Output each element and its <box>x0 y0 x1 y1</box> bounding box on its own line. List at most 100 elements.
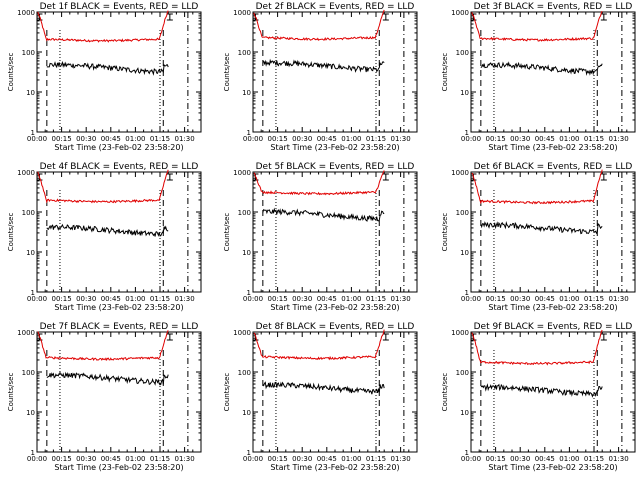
chart-panel-2: Det 2f BLACK = Events, RED = LLD Counts/s… <box>223 2 418 152</box>
x-tick-label: 00:15 <box>268 455 288 463</box>
y-tick-label: 1000 <box>17 329 35 337</box>
chart-panel-5: Det 5f BLACK = Events, RED = LLD Counts/s… <box>223 162 418 312</box>
panel-title: Det 2f BLACK = Events, RED = LLD <box>256 2 415 12</box>
x-tick-label: 00:30 <box>76 135 96 143</box>
lld-series-line <box>253 170 385 196</box>
y-tick-label: 1 <box>465 449 469 457</box>
plot-frame <box>252 331 418 453</box>
x-tick-label: 01:30 <box>175 135 195 143</box>
panel-title: Det 7f BLACK = Events, RED = LLD <box>40 322 199 332</box>
x-tick-label: 00:15 <box>52 295 72 303</box>
x-tick-label: 00:00 <box>27 295 47 303</box>
events-series-line <box>480 220 603 235</box>
x-axis-label: Start Time (23-Feb-02 23:58:20) <box>54 463 183 472</box>
chart-panel-1: Det 1f BLACK = Events, RED = LLD Counts/s… <box>7 2 202 152</box>
y-tick-label: 1 <box>31 289 35 297</box>
x-tick-label: 00:00 <box>243 455 263 463</box>
chart-panel-6: Det 6f BLACK = Events, RED = LLD Counts/s… <box>441 162 636 312</box>
plot-frame <box>470 11 636 133</box>
bracket-marker <box>382 333 389 341</box>
x-tick-label: 00:15 <box>52 455 72 463</box>
y-axis-label: Counts/sec <box>223 213 231 252</box>
y-tick-label: 100 <box>22 49 35 57</box>
chart-panel-9: Det 9f BLACK = Events, RED = LLD Counts/s… <box>441 322 636 472</box>
x-tick-label: 01:30 <box>175 295 195 303</box>
y-tick-label: 100 <box>22 209 35 217</box>
x-tick-label: 01:00 <box>341 295 361 303</box>
y-tick-label: 100 <box>456 369 469 377</box>
y-tick-label: 100 <box>238 369 251 377</box>
y-axis-label: Counts/sec <box>441 213 449 252</box>
y-tick-label: 10 <box>26 409 35 417</box>
events-series-line <box>480 61 603 76</box>
x-tick-label: 01:15 <box>150 455 170 463</box>
y-tick-label: 1 <box>465 289 469 297</box>
x-axis-label: Start Time (23-Feb-02 23:58:20) <box>54 303 183 312</box>
x-tick-label: 00:15 <box>486 295 506 303</box>
x-tick-label: 00:45 <box>535 295 555 303</box>
x-tick-label: 00:45 <box>535 135 555 143</box>
x-tick-label: 01:15 <box>150 295 170 303</box>
y-tick-label: 10 <box>242 409 251 417</box>
y-axis-label: Counts/sec <box>7 213 15 252</box>
x-tick-label: 00:00 <box>27 135 47 143</box>
y-tick-label: 10 <box>460 249 469 257</box>
x-tick-label: 00:30 <box>510 295 530 303</box>
lld-series-line <box>37 330 169 362</box>
bracket-marker <box>600 333 607 341</box>
lld-series-line <box>253 9 385 41</box>
chart-panel-3: Det 3f BLACK = Events, RED = LLD Counts/s… <box>441 2 636 152</box>
lld-series-line <box>253 329 385 361</box>
x-tick-label: 00:15 <box>268 135 288 143</box>
x-tick-label: 01:15 <box>366 295 386 303</box>
y-tick-label: 1000 <box>233 169 251 177</box>
chart-panel-8: Det 8f BLACK = Events, RED = LLD Counts/s… <box>223 322 418 472</box>
y-tick-label: 1000 <box>451 169 469 177</box>
lld-series-line <box>37 10 169 43</box>
y-tick-label: 10 <box>26 89 35 97</box>
bracket-marker <box>382 13 389 21</box>
y-tick-label: 1 <box>247 289 251 297</box>
x-tick-label: 00:30 <box>292 135 312 143</box>
y-tick-label: 10 <box>460 89 469 97</box>
y-tick-label: 1 <box>247 129 251 137</box>
x-tick-label: 01:30 <box>609 455 629 463</box>
y-tick-label: 10 <box>242 89 251 97</box>
bracket-marker <box>600 173 607 181</box>
bracket-marker <box>166 173 173 181</box>
x-tick-label: 01:00 <box>559 295 579 303</box>
y-axis-label: Counts/sec <box>441 373 449 412</box>
x-axis-label: Start Time (23-Feb-02 23:58:20) <box>488 303 617 312</box>
x-tick-label: 01:00 <box>341 135 361 143</box>
x-tick-label: 00:15 <box>268 295 288 303</box>
x-tick-label: 01:15 <box>584 455 604 463</box>
y-tick-label: 100 <box>238 209 251 217</box>
bracket-marker <box>166 13 173 21</box>
x-tick-label: 01:00 <box>341 455 361 463</box>
x-tick-label: 00:00 <box>243 135 263 143</box>
x-tick-label: 00:45 <box>101 135 121 143</box>
y-tick-label: 10 <box>242 249 251 257</box>
x-tick-label: 01:30 <box>175 455 195 463</box>
panel-title: Det 4f BLACK = Events, RED = LLD <box>40 162 199 172</box>
y-tick-label: 1 <box>247 449 251 457</box>
panel-title: Det 9f BLACK = Events, RED = LLD <box>474 322 633 332</box>
panel-title: Det 3f BLACK = Events, RED = LLD <box>474 2 633 12</box>
y-tick-label: 100 <box>456 49 469 57</box>
y-tick-label: 1 <box>31 129 35 137</box>
x-tick-label: 00:30 <box>292 295 312 303</box>
panel-title: Det 8f BLACK = Events, RED = LLD <box>256 322 415 332</box>
x-tick-label: 01:15 <box>366 135 386 143</box>
y-tick-label: 100 <box>456 209 469 217</box>
plot-frame <box>36 171 202 293</box>
x-tick-label: 01:15 <box>150 135 170 143</box>
x-tick-label: 00:45 <box>101 295 121 303</box>
x-tick-label: 01:15 <box>366 455 386 463</box>
x-tick-label: 01:30 <box>609 295 629 303</box>
plot-frame <box>36 331 202 453</box>
x-tick-label: 01:15 <box>584 135 604 143</box>
x-tick-label: 00:45 <box>317 455 337 463</box>
x-tick-label: 00:15 <box>486 135 506 143</box>
